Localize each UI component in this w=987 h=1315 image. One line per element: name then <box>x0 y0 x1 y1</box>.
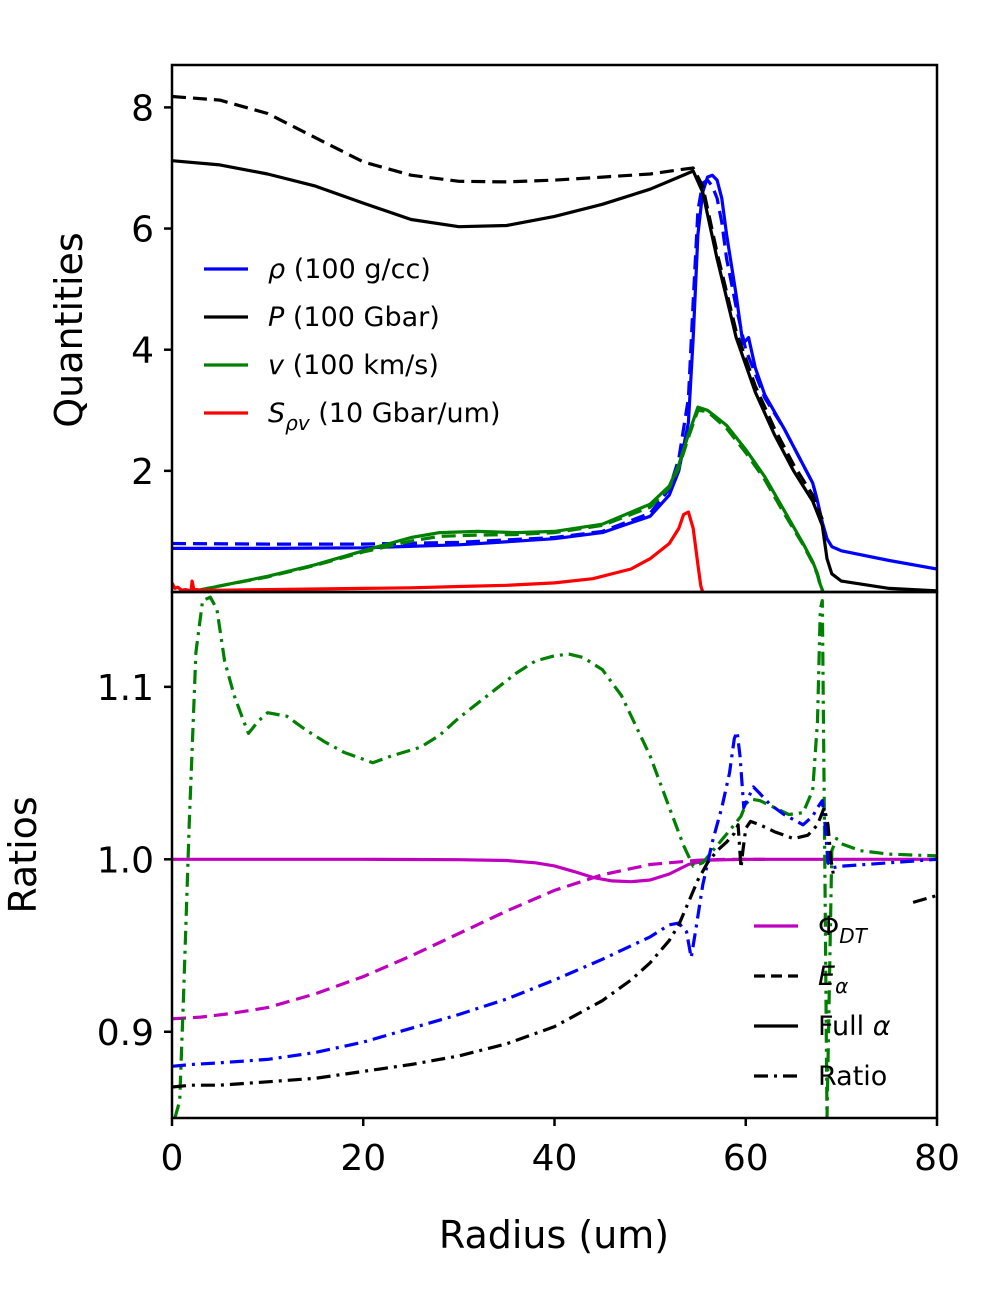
bottom-panel: 0.9 1.0 1.1 0 20 40 60 80 Ratios Radius (um) Φ… <box>1 590 960 1257</box>
top-series-group <box>172 94 937 592</box>
top-legend-label: ρ (100 g/cc) <box>268 254 431 285</box>
x-tick-label: 80 <box>914 1138 960 1179</box>
bottom-legend-label: Full α <box>818 1011 891 1042</box>
bottom-series-ratio-v <box>173 595 937 1118</box>
bottom-legend: ΦDT Eα Full α Ratio <box>754 911 891 1092</box>
top-legend-label: Sρv (10 Gbar/um) <box>268 398 500 435</box>
top-y-tick-label: 4 <box>131 331 154 372</box>
bottom-series-ratio-p-tail <box>912 893 937 904</box>
top-legend-label: v (100 km/s) <box>268 350 439 381</box>
top-series-p-e-alpha <box>172 94 824 520</box>
top-series-v-e-alpha <box>195 408 824 592</box>
top-y-tick-label: 8 <box>131 88 154 129</box>
bottom-y-tick-label: 1.0 <box>97 840 154 881</box>
top-y-tick-label: 2 <box>131 452 154 493</box>
bottom-series-phi-dt-full-alpha <box>172 857 937 884</box>
bottom-y-tick-label: 0.9 <box>97 1013 154 1054</box>
x-tick-label: 0 <box>161 1138 184 1179</box>
top-series-s-rho-v <box>172 510 705 592</box>
x-tick-label: 60 <box>723 1138 769 1179</box>
top-y-axis-label: Quantities <box>47 232 91 427</box>
bottom-legend-label: Ratio <box>818 1061 887 1092</box>
top-y-ticks: 2 4 6 8 <box>131 88 172 493</box>
bottom-y-axis-label: Ratios <box>1 796 45 913</box>
top-legend: ρ (100 g/cc) P (100 Gbar) v (100 km/s) Sρv … <box>204 254 500 435</box>
top-series-rho-e-alpha <box>172 178 824 546</box>
bottom-y-tick-label: 1.1 <box>97 668 154 709</box>
top-legend-label: P (100 Gbar) <box>268 302 440 333</box>
bottom-y-ticks: 0.9 1.0 1.1 <box>97 668 172 1054</box>
bottom-series-phi-dt-e-alpha <box>172 857 765 1021</box>
bottom-legend-label: ΦDT <box>818 911 869 948</box>
top-panel: 2 4 6 8 Quantities ρ (100 g/cc) P (100 Gbar)… <box>47 63 939 594</box>
bottom-series-group <box>172 595 937 1118</box>
bottom-series-ratio-p <box>172 806 836 1089</box>
x-axis-label: Radius (um) <box>439 1213 669 1257</box>
x-ticks: 0 20 40 60 80 <box>161 1118 960 1179</box>
x-tick-label: 40 <box>532 1138 578 1179</box>
top-y-tick-label: 6 <box>131 210 154 251</box>
top-series-p-full-alpha <box>172 159 937 592</box>
x-tick-label: 20 <box>340 1138 386 1179</box>
bottom-legend-label: Eα <box>818 961 848 998</box>
bottom-series-ratio-rho <box>172 730 937 1068</box>
